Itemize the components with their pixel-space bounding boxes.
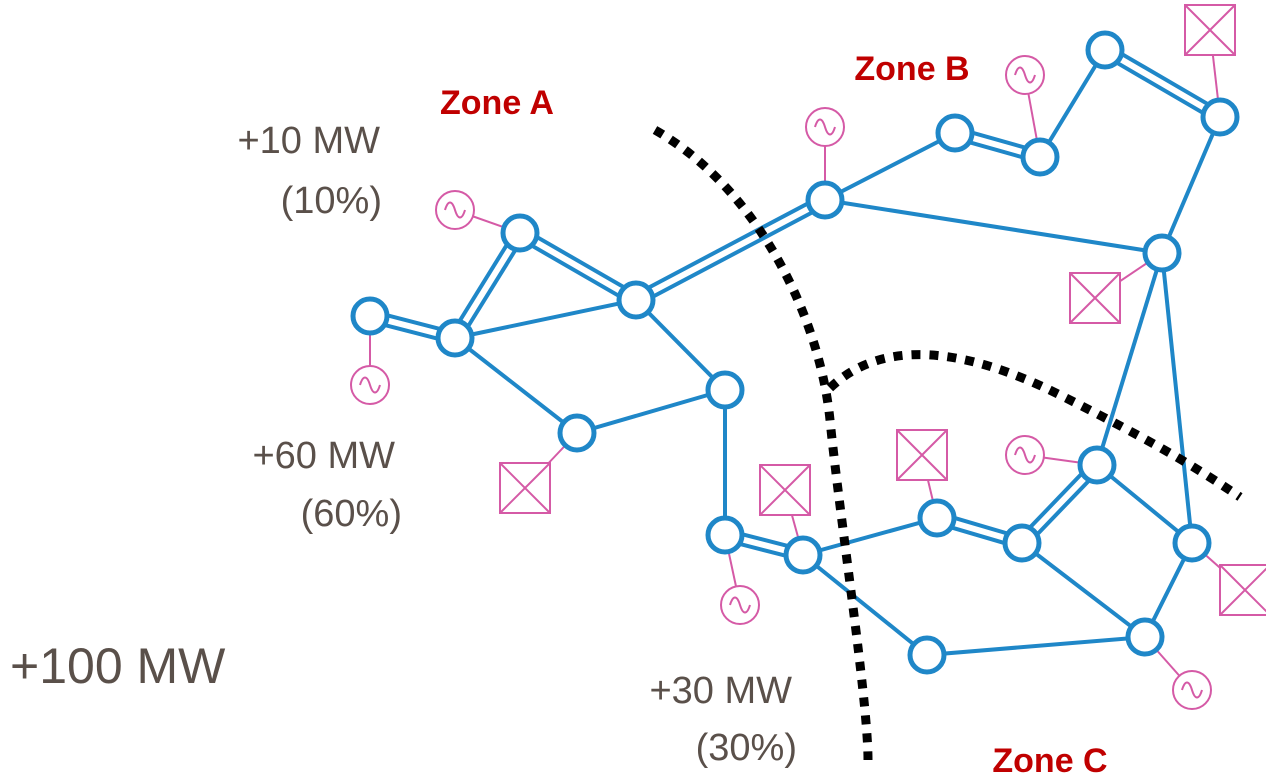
- bus: [1125, 617, 1165, 657]
- total-power: +100 MW: [10, 638, 226, 694]
- flow-power: +60 MW: [252, 435, 395, 477]
- bus: [705, 370, 745, 410]
- bus: [1002, 523, 1042, 563]
- zone-label: Zone B: [854, 50, 969, 88]
- line: [1020, 541, 1147, 639]
- bus: [350, 296, 390, 336]
- generator-symbol: [1014, 66, 1036, 84]
- line: [1160, 252, 1194, 544]
- generator-symbol: [1014, 446, 1036, 464]
- bus: [705, 515, 745, 555]
- bus: [783, 535, 823, 575]
- generator-symbol: [444, 201, 466, 219]
- zone-boundary: [826, 350, 1243, 501]
- generator-symbol: [814, 118, 836, 136]
- bus: [557, 413, 597, 453]
- bus: [935, 113, 975, 153]
- line: [1038, 48, 1107, 159]
- load-symbol: [1219, 564, 1266, 616]
- line: [453, 336, 579, 435]
- load-symbol: [1184, 4, 1236, 56]
- line: [801, 553, 929, 657]
- bus: [1020, 137, 1060, 177]
- line: [454, 298, 637, 340]
- bus: [435, 318, 475, 358]
- bus: [1077, 445, 1117, 485]
- zone-label: Zone A: [440, 84, 554, 122]
- generator-symbol: [359, 376, 381, 394]
- bus: [805, 180, 845, 220]
- bus: [1085, 30, 1125, 70]
- line: [576, 388, 726, 435]
- flow-power: +10 MW: [237, 120, 380, 162]
- devices: [350, 4, 1266, 710]
- zone-boundary: [652, 126, 873, 761]
- double-line: [637, 202, 829, 307]
- flow-share: (10%): [281, 180, 382, 222]
- load-symbol: [759, 464, 811, 516]
- bus: [917, 498, 957, 538]
- bus: [1200, 97, 1240, 137]
- zone-label: Zone C: [992, 742, 1107, 777]
- double-line: [1101, 52, 1219, 124]
- bus: [616, 280, 656, 320]
- line: [824, 198, 1163, 255]
- load-symbol: [499, 462, 551, 514]
- line: [926, 635, 1146, 657]
- load-symbol: [896, 429, 948, 481]
- line: [824, 131, 956, 202]
- double-line: [521, 226, 640, 298]
- bus: [1142, 233, 1182, 273]
- generator-symbol: [1181, 681, 1203, 699]
- bus: [500, 213, 540, 253]
- line: [1095, 252, 1164, 466]
- buses: [350, 30, 1240, 675]
- generator-symbol: [729, 596, 751, 614]
- flow-share: (30%): [696, 727, 797, 769]
- double-line: [1106, 43, 1224, 115]
- flow-power: +30 MW: [649, 670, 792, 712]
- flow-share: (60%): [301, 493, 402, 535]
- bus: [1172, 523, 1212, 563]
- double-line: [516, 235, 635, 307]
- double-line: [457, 234, 526, 342]
- load-symbol: [1069, 272, 1121, 324]
- line: [1095, 463, 1194, 545]
- line: [802, 516, 938, 557]
- line: [634, 298, 727, 392]
- double-line: [449, 229, 518, 337]
- double-line: [632, 193, 824, 298]
- bus: [907, 635, 947, 675]
- line: [1160, 116, 1222, 254]
